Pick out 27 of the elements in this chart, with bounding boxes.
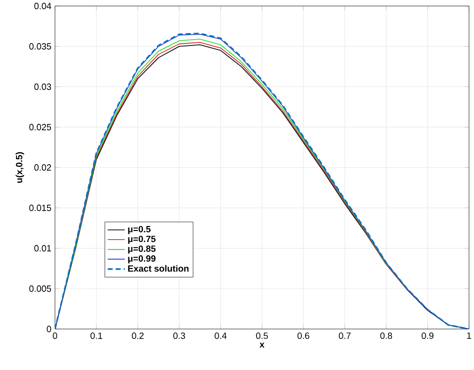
x-axis-title: x	[260, 342, 264, 348]
legend-label: μ=0.75	[128, 236, 156, 244]
y-tick-label: 0.015	[29, 204, 52, 212]
legend-label: μ=0.85	[128, 246, 156, 254]
legend-label: Exact solution	[128, 265, 188, 272]
y-tick-label: 0.035	[29, 43, 52, 50]
y-tick-label: 0.025	[29, 124, 52, 130]
y-axis-title: u(x,0.5)	[16, 152, 24, 183]
x-tick-label: 1	[467, 332, 472, 339]
x-tick-label: 0.9	[422, 332, 434, 339]
x-tick-label: 0.6	[297, 332, 310, 339]
x-tick-label: 0.2	[132, 332, 144, 339]
x-tick-label: 0.3	[173, 332, 186, 339]
x-tick-label: 0.5	[256, 332, 268, 339]
x-tick-label: 0.1	[90, 332, 102, 339]
y-tick-label: 0.03	[34, 84, 52, 90]
legend-label: μ=0.5	[128, 226, 151, 234]
y-tick-label: 0.01	[34, 245, 52, 252]
x-tick-label: 0.8	[380, 332, 392, 339]
x-tick-label: 0	[52, 332, 58, 339]
x-tick-label: 0.4	[214, 332, 227, 339]
y-tick-label: 0.04	[34, 2, 52, 10]
y-tick-label: 0.005	[29, 285, 52, 292]
y-tick-label: 0	[46, 326, 52, 332]
legend-label: μ=0.99	[128, 255, 156, 264]
x-tick-label: 0.7	[338, 332, 351, 339]
y-tick-label: 0.02	[34, 164, 52, 171]
